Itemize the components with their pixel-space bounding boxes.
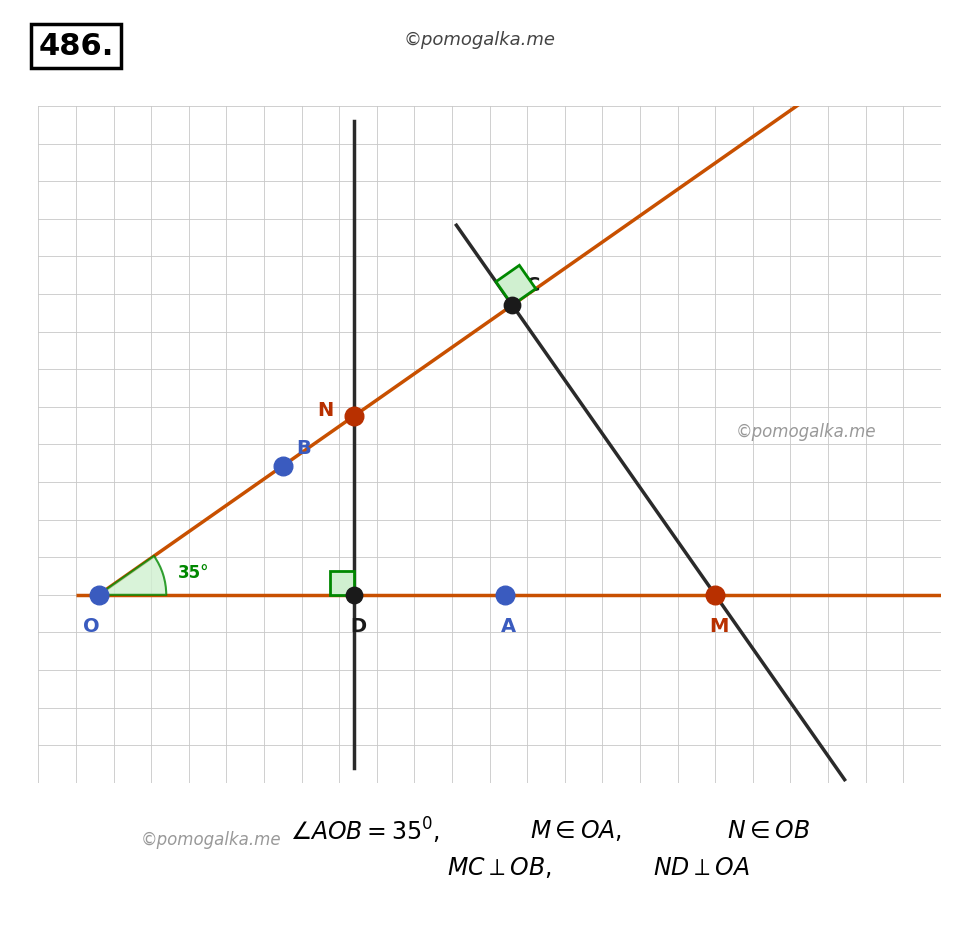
Text: $N \in OB$: $N \in OB$ [727, 818, 809, 842]
Text: M: M [709, 616, 729, 635]
Text: 486.: 486. [38, 32, 114, 61]
Text: C: C [526, 275, 540, 295]
Point [91, 588, 107, 603]
Text: N: N [317, 400, 333, 420]
Text: D: D [350, 616, 366, 635]
Point [275, 459, 290, 474]
Bar [330, 571, 354, 595]
Text: 35°: 35° [178, 564, 209, 581]
Text: ©pomogalka.me: ©pomogalka.me [736, 422, 876, 440]
Point [347, 588, 362, 603]
Text: ©pomogalka.me: ©pomogalka.me [141, 830, 281, 848]
Wedge shape [99, 556, 166, 595]
Point [347, 409, 362, 424]
Point [497, 588, 513, 603]
Text: $\angle AOB = 35^{0},$: $\angle AOB = 35^{0},$ [290, 815, 440, 844]
Text: O: O [83, 616, 99, 635]
Text: A: A [501, 616, 516, 635]
Text: $M \in OA,$: $M \in OA,$ [530, 818, 622, 842]
Text: $MC \perp OB,$: $MC \perp OB,$ [447, 855, 551, 879]
Point [708, 588, 723, 603]
Text: B: B [297, 438, 311, 457]
Text: $ND \perp OA$: $ND \perp OA$ [653, 855, 749, 879]
Text: ©pomogalka.me: ©pomogalka.me [404, 31, 556, 48]
Polygon shape [496, 266, 536, 306]
Point [505, 298, 520, 313]
